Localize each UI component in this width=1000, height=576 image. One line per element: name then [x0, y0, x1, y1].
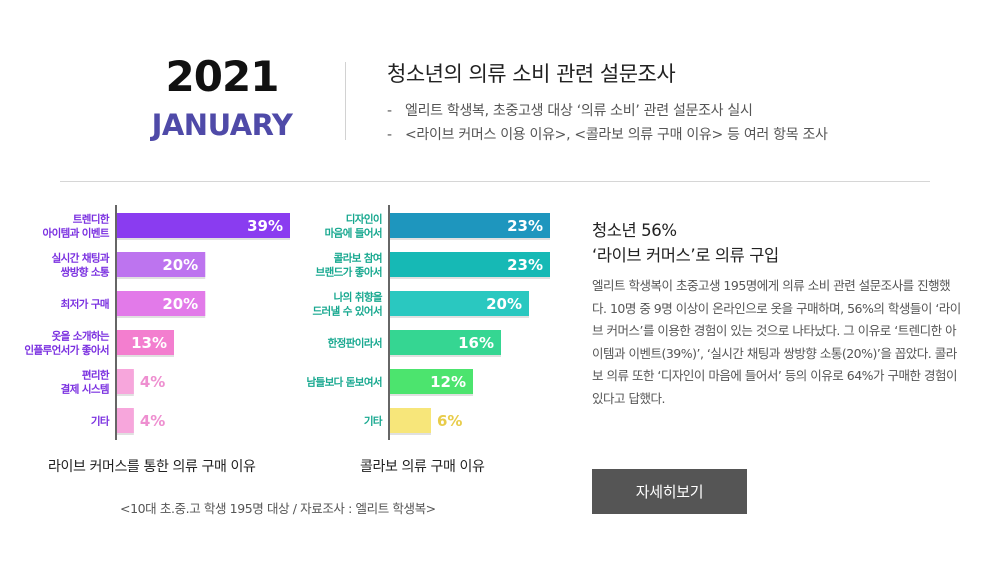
category-label: 편리한 [82, 369, 110, 382]
survey-title: 청소년의 의류 소비 관련 설문조사 [387, 62, 676, 86]
panel-body-text: 엘리트 학생복이 초중고생 195명에게 의류 소비 관련 설문조사를 진행했다… [592, 278, 961, 406]
year: 2021 [165, 52, 280, 101]
category-label: 트렌디한 [73, 213, 110, 226]
month: JANUARY [151, 108, 293, 142]
category-label: 디자인이 [346, 213, 382, 226]
view-details-button[interactable]: 자세히보기 [592, 469, 747, 514]
bar-value-label: 16% [458, 334, 494, 352]
bar [116, 252, 206, 277]
category-label: 아이템과 이벤트 [43, 227, 110, 240]
bar-value-label: 13% [131, 334, 167, 352]
category-label: 옷을 소개하는 [52, 330, 110, 343]
horizontal-divider [60, 181, 930, 182]
dash-bullet: - [387, 127, 392, 143]
dash-bullet: - [387, 103, 392, 119]
category-label: 브랜드가 좋아서 [316, 266, 382, 279]
category-label: 콜라보 참여 [334, 252, 382, 265]
panel-headline-line-1: 청소년 56% [592, 221, 677, 240]
chart-title-live-commerce: 라이브 커머스를 통한 의류 구매 이유 [48, 459, 256, 475]
bar-value-label: 4% [140, 412, 165, 430]
category-label: 남들보다 돋보여서 [306, 376, 382, 389]
bar [389, 408, 431, 433]
survey-summary-text: <라이브 커머스 이용 이유>, <콜라보 의류 구매 이유> 등 여러 항목 … [405, 127, 828, 143]
bar-value-label: 23% [507, 217, 543, 235]
bar [116, 213, 290, 238]
category-label: 인플루언서가 좋아서 [24, 344, 109, 357]
panel-headline: 청소년 56% ‘라이브 커머스’로 의류 구입 [592, 218, 779, 268]
category-label: 최저가 구매 [61, 298, 109, 311]
survey-summary-list: - 엘리트 학생복, 초중고생 대상 ‘의류 소비’ 관련 설문조사 실시 - <라… [387, 99, 828, 147]
category-label: 기타 [364, 415, 383, 428]
bar-value-label: 39% [247, 217, 283, 235]
bar-value-label: 23% [507, 256, 543, 274]
survey-summary-text: 엘리트 학생복, 초중고생 대상 ‘의류 소비’ 관련 설문조사 실시 [405, 103, 753, 119]
bar-value-label: 6% [437, 412, 462, 430]
category-label: 실시간 채팅과 [52, 252, 110, 265]
panel-headline-line-2: ‘라이브 커머스’로 의류 구입 [592, 246, 779, 265]
category-label: 나의 취향을 [334, 291, 383, 304]
category-label: 마음에 들어서 [325, 227, 382, 240]
bar [116, 408, 134, 433]
category-label: 한정판이라서 [328, 337, 382, 350]
category-label: 기타 [91, 415, 110, 428]
bar-value-label: 20% [162, 295, 198, 313]
bar [116, 330, 174, 355]
bar [389, 291, 529, 316]
bar [116, 369, 134, 394]
bar [389, 252, 550, 277]
bar-value-label: 4% [140, 373, 165, 391]
bar [389, 330, 501, 355]
vertical-divider [345, 62, 346, 140]
category-label: 드러낼 수 있어서 [312, 305, 382, 318]
category-label: 쌍방향 소통 [61, 266, 110, 279]
bar [116, 291, 206, 316]
bar [389, 213, 550, 238]
bar-value-label: 20% [486, 295, 522, 313]
bar-value-label: 12% [430, 373, 466, 391]
survey-summary-item: - 엘리트 학생복, 초중고생 대상 ‘의류 소비’ 관련 설문조사 실시 [387, 99, 828, 123]
chart-title-collab: 콜라보 의류 구매 이유 [360, 459, 485, 475]
survey-summary-item: - <라이브 커머스 이용 이유>, <콜라보 의류 구매 이유> 등 여러 항목… [387, 123, 828, 147]
source-note: <10대 초.중.고 학생 195명 대상 / 자료조사 : 엘리트 학생복> [120, 501, 436, 516]
category-label: 결제 시스템 [61, 383, 109, 396]
bar [389, 369, 473, 394]
bar-value-label: 20% [162, 256, 198, 274]
